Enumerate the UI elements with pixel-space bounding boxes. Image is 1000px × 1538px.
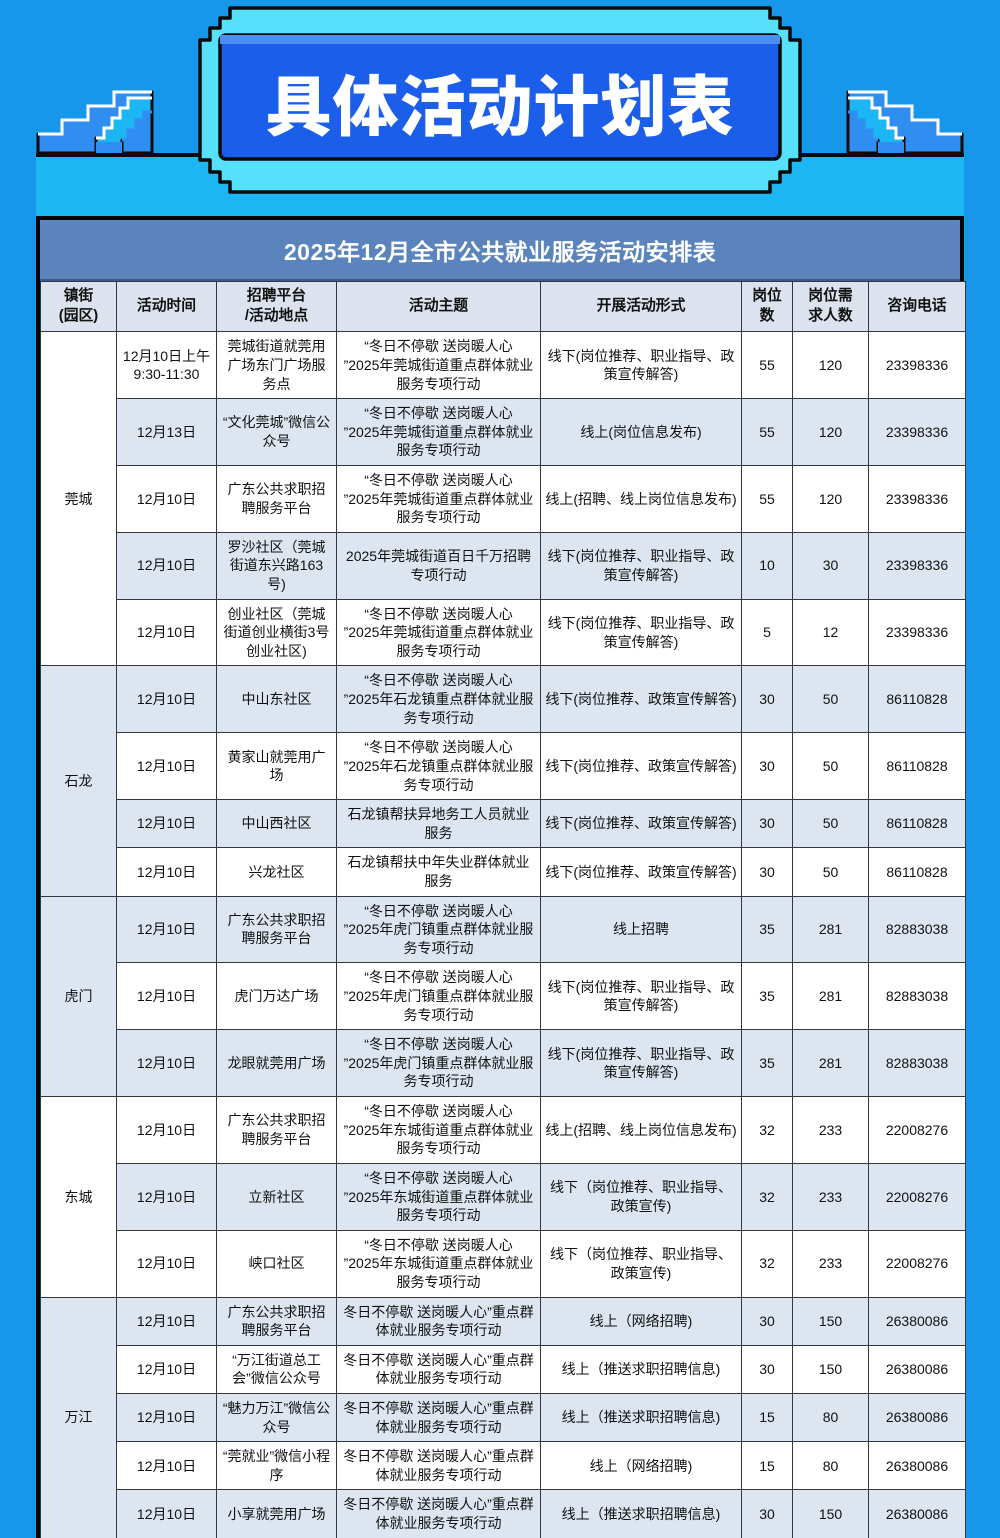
svg-text:具体活动计划表: 具体活动计划表	[266, 70, 735, 144]
